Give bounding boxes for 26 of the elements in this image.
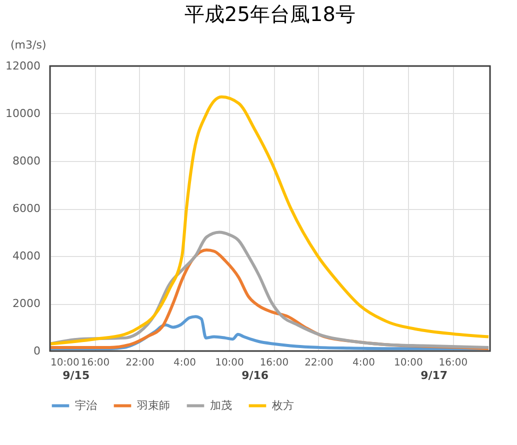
legend-label: 宇治 bbox=[75, 398, 97, 412]
legend-label: 加茂 bbox=[210, 398, 232, 412]
x-tick-label: 16:00 bbox=[80, 358, 110, 368]
y-axis-title: (m3/s) bbox=[10, 38, 46, 52]
legend-label: 枚方 bbox=[271, 398, 294, 412]
text: 9/16 bbox=[242, 369, 269, 382]
y-tick-label: 0 bbox=[34, 344, 40, 358]
x-tick-label: 4:00 bbox=[174, 358, 196, 368]
text: 9/17 bbox=[420, 369, 448, 382]
y-tick-label: 12000 bbox=[6, 60, 40, 72]
y-tick-label: 10000 bbox=[6, 107, 40, 120]
x-tick-label: 16:00 bbox=[260, 358, 289, 368]
y-tick-label: 4000 bbox=[12, 250, 40, 262]
chart-title: 平成25年台風18号 bbox=[184, 2, 356, 26]
x-tick-label: 4:00 bbox=[352, 358, 375, 368]
y-tick-label: 6000 bbox=[12, 202, 40, 215]
legend-label: 羽束師 bbox=[137, 398, 170, 412]
y-tick-label: 8000 bbox=[12, 154, 40, 168]
x-tick-label: 22:00 bbox=[304, 358, 334, 368]
x-tick-label: 10:00 bbox=[394, 358, 423, 368]
x-tick-label: 22:00 bbox=[126, 358, 154, 368]
x-tick-label: 10:00 bbox=[50, 358, 80, 368]
text: 9/15 bbox=[62, 369, 90, 382]
x-tick-label: 16:00 bbox=[438, 358, 468, 368]
x-tick-label: 10:00 bbox=[215, 358, 244, 368]
y-tick-label: 2000 bbox=[12, 297, 40, 310]
